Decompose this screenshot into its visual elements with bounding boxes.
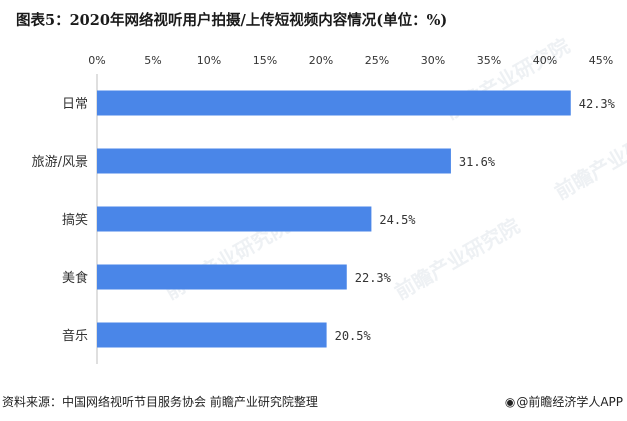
source-note: 资料来源：中国网络视听节目服务协会 前瞻产业研究院整理 (2, 395, 318, 409)
bars (97, 90, 571, 348)
x-tick-label: 5% (144, 54, 161, 67)
bar (97, 264, 347, 290)
x-tick-label: 30% (421, 54, 445, 67)
x-tick-label: 35% (477, 54, 501, 67)
category-label: 旅游/风景 (32, 155, 88, 170)
x-tick-label: 10% (197, 54, 221, 67)
x-axis-ticks: 0% 5% 10% 15% 20% 25% 30% 35% 40% 45% (88, 54, 613, 67)
value-label: 22.3% (355, 271, 392, 285)
bar (97, 206, 372, 232)
value-label: 31.6% (459, 155, 496, 169)
value-label: 42.3% (579, 97, 616, 111)
category-label: 音乐 (62, 328, 88, 344)
value-labels: 42.3% 31.6% 24.5% 22.3% 20.5% (335, 97, 616, 343)
chart-title: 图表5：2020年网络视听用户拍摄/上传短视频内容情况(单位：%) (16, 12, 448, 29)
x-tick-label: 25% (365, 54, 389, 67)
x-tick-label: 20% (309, 54, 333, 67)
watermark-text: 前瞻产业研究院 (391, 214, 524, 305)
category-label: 美食 (62, 270, 88, 286)
value-label: 20.5% (335, 329, 372, 343)
x-tick-label: 0% (88, 54, 105, 67)
brand-credit: ◉@前瞻经济学人APP (505, 393, 623, 410)
watermark-text: 前瞻产业研究院 (551, 114, 627, 205)
brand-text: @前瞻经济学人APP (516, 395, 623, 409)
bar (97, 148, 451, 174)
x-tick-label: 15% (253, 54, 277, 67)
category-label: 搞笑 (62, 212, 88, 228)
category-label: 日常 (62, 97, 88, 112)
bar (97, 322, 327, 348)
x-tick-label: 45% (589, 54, 613, 67)
value-label: 24.5% (379, 213, 416, 227)
x-tick-label: 40% (533, 54, 557, 67)
bar (97, 90, 571, 116)
brand-logo-icon: ◉ (504, 395, 516, 409)
